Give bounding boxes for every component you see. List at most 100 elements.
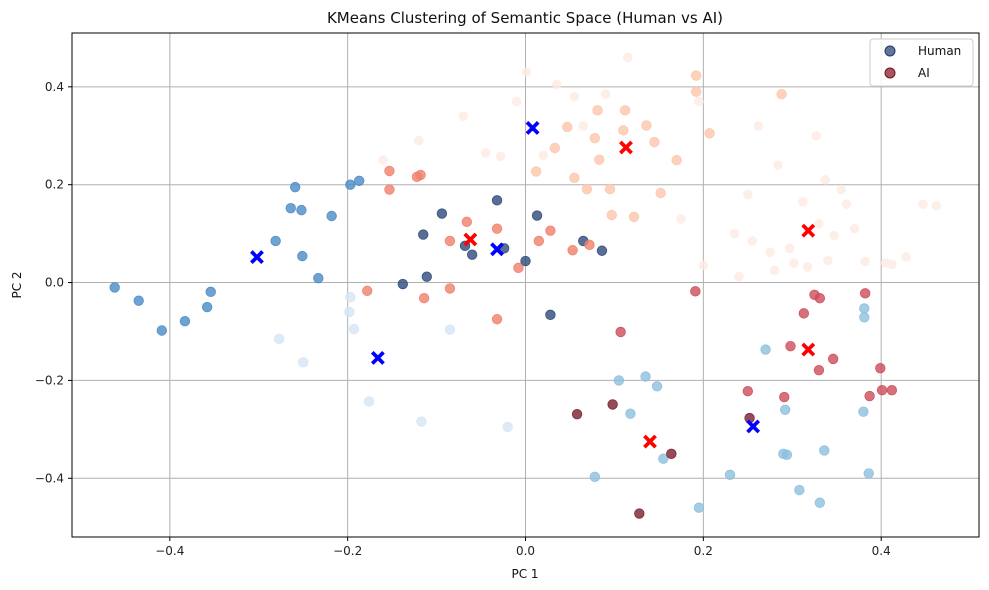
chart-title: KMeans Clustering of Semantic Space (Hum… [327, 9, 723, 27]
data-point [918, 199, 928, 210]
data-point-human [297, 250, 308, 262]
data-point-human [596, 245, 608, 256]
data-points [109, 52, 942, 519]
data-point-ai [444, 235, 456, 247]
data-point-ai [594, 154, 605, 165]
data-point-human [640, 371, 651, 382]
data-point [860, 256, 870, 267]
data-point [836, 184, 846, 195]
data-point-ai [491, 314, 503, 325]
data-point-ai [581, 183, 593, 195]
data-point-ai [655, 187, 666, 199]
data-point-ai [628, 211, 640, 223]
legend-box [869, 38, 974, 87]
data-point [753, 121, 764, 131]
data-point-ai [362, 285, 373, 297]
y-tick-label: 0.4 [45, 80, 64, 94]
data-point [773, 160, 783, 170]
data-point-human [354, 175, 365, 186]
y-tick-label: −0.2 [35, 373, 64, 387]
data-point-human [296, 204, 307, 216]
data-point-human [859, 312, 870, 323]
data-point-human [625, 408, 636, 419]
data-point-human [545, 309, 556, 321]
data-point-human [531, 210, 543, 221]
data-point-ai [604, 183, 616, 195]
data-point-ai [691, 86, 702, 97]
data-point-ai [533, 235, 545, 247]
data-point-ai [704, 128, 715, 139]
data-point-ai [607, 399, 618, 410]
legend: Human AI [869, 38, 974, 87]
data-point [798, 197, 808, 207]
data-point-human [693, 502, 705, 513]
data-point-human [205, 286, 216, 298]
data-point-human [502, 421, 513, 433]
legend-marker-human [884, 45, 896, 57]
x-tick-label: −0.2 [333, 544, 362, 558]
data-point-human [289, 181, 301, 193]
data-point-human [760, 344, 771, 355]
y-tick-label: −0.4 [35, 471, 64, 485]
data-point-human [859, 303, 870, 314]
data-point-ai [666, 448, 677, 460]
data-point-ai [742, 385, 754, 397]
centroid-marker-human [370, 350, 385, 365]
data-point-ai [827, 353, 839, 365]
data-point [769, 265, 780, 276]
data-point-human [651, 381, 663, 392]
data-point-human [416, 416, 427, 427]
data-point-human [724, 469, 736, 481]
data-point-ai [690, 286, 701, 297]
data-point-ai [864, 390, 875, 402]
x-tick-label: −0.4 [155, 544, 184, 558]
data-point-human [345, 292, 356, 303]
data-point-ai [384, 184, 395, 195]
centroid-marker-human [490, 242, 504, 257]
x-tick-label: 0.0 [516, 544, 535, 558]
data-point-human [285, 202, 296, 214]
data-point-ai [615, 326, 626, 338]
data-point [511, 96, 522, 107]
data-point-human [794, 484, 805, 496]
data-point-human [466, 249, 478, 260]
data-point-human [814, 497, 826, 508]
data-point-human [179, 316, 191, 327]
data-point [814, 219, 824, 229]
data-point-human [397, 278, 408, 290]
data-point [931, 200, 942, 211]
grid [72, 33, 979, 537]
data-point [784, 243, 795, 254]
data-point-human [270, 235, 281, 247]
data-point-human [156, 325, 168, 336]
centroid-marker-ai [619, 140, 633, 155]
data-point-ai [571, 408, 583, 420]
data-point-human [491, 195, 503, 206]
data-point [887, 259, 897, 270]
centroid-marker-ai [801, 342, 816, 357]
data-point-human [589, 471, 601, 483]
data-point [823, 255, 833, 266]
data-point-ai [875, 362, 886, 374]
data-point-human [109, 282, 120, 293]
data-point-human [326, 210, 337, 222]
centroid-marker-ai [643, 434, 657, 449]
data-point-human [858, 406, 869, 417]
data-point-human [444, 324, 456, 335]
data-point [698, 260, 709, 271]
data-point-human [363, 396, 375, 407]
data-point-ai [562, 121, 573, 133]
data-point [841, 199, 852, 210]
data-point [820, 174, 830, 185]
data-point [694, 96, 704, 107]
data-point [901, 252, 911, 262]
data-point-ai [444, 283, 456, 294]
data-point-ai [886, 385, 898, 396]
data-point-human [613, 375, 625, 386]
y-tick-label: 0.0 [45, 276, 64, 290]
data-point-ai [641, 120, 652, 131]
data-point-human [781, 449, 793, 460]
data-point-ai [491, 223, 503, 234]
centroid-marker-human [525, 121, 540, 135]
data-point-ai [779, 391, 790, 403]
